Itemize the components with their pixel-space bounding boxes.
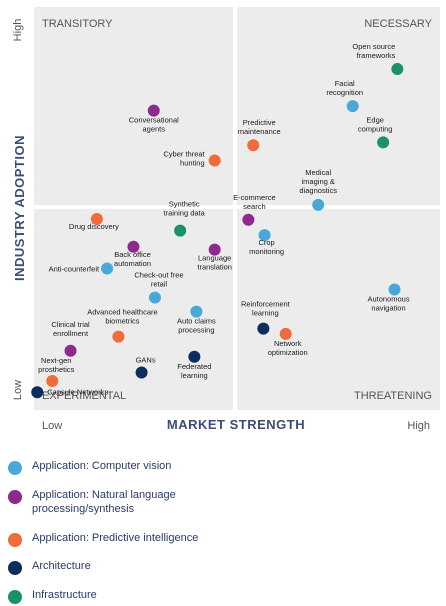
point-auto-claims-processing (190, 305, 203, 318)
point-label-advanced-healthcare-biometrics: Advanced healthcare biometrics (87, 308, 157, 326)
point-crop-monitoring (258, 229, 271, 242)
legend-swatch-arch (8, 561, 22, 575)
point-label-autonomous-navigation: Autonomous navigation (367, 295, 409, 313)
point-label-drug-discovery: Drug discovery (69, 222, 119, 231)
point-label-facial-recognition: Facial recognition (326, 79, 363, 97)
legend-item-cv: Application: Computer vision (8, 459, 171, 475)
point-label-back-office-automation: Back office automation (114, 250, 151, 268)
point-facial-recognition (346, 100, 359, 113)
point-cyber-threat-hunting (208, 154, 221, 167)
point-check-out-free-retail (148, 291, 161, 304)
point-label-reinforcement-learning: Reinforcement learning (241, 300, 291, 318)
point-label-auto-claims-processing: Auto claims processing (177, 317, 216, 335)
legend-swatch-nlp (8, 490, 22, 504)
quadrant-label-transitory: TRANSITORY (42, 18, 113, 30)
legend-label-cv: Application: Computer vision (32, 460, 172, 472)
point-label-conversational-agents: Conversational agents (129, 116, 179, 134)
legend-item-arch: Architecture (8, 559, 91, 575)
x-axis-high-label: High (407, 420, 430, 432)
point-back-office-automation (127, 240, 140, 253)
point-reinforcement-learning (257, 322, 270, 335)
legend-swatch-infra (8, 590, 22, 604)
quadrant-bg-threatening (237, 209, 440, 410)
legend-label-nlp: Application: Natural language processing… (32, 489, 176, 515)
legend-swatch-pi (8, 533, 22, 547)
point-drug-discovery (90, 212, 103, 225)
point-capsule-networks (31, 386, 44, 399)
legend-item-pi: Application: Predictive intelligence (8, 531, 198, 547)
point-label-synthetic-training-data: Synthetic training data (164, 200, 206, 218)
y-axis-high-label: High (12, 19, 24, 42)
point-label-gans: GANs (136, 356, 156, 365)
matrix-chart: TRANSITORY NECESSARY EXPERIMENTAL THREATENI… (12, 7, 440, 432)
point-medical-imaging-diagnostics (312, 198, 325, 211)
point-next-gen-prosthetics (46, 374, 59, 387)
point-edge-computing (377, 136, 390, 149)
y-axis-low-label: Low (12, 380, 24, 400)
point-e-commerce-search (242, 213, 255, 226)
point-gans (135, 366, 148, 379)
point-label-open-source-frameworks: Open source frameworks (352, 42, 395, 60)
point-label-anti-counterfeit: Anti-counterfeit (49, 265, 100, 274)
point-conversational-agents (147, 104, 160, 117)
point-label-medical-imaging-diagnostics: Medical imaging & diagnostics (299, 168, 337, 195)
x-axis-title: MARKET STRENGTH (167, 417, 305, 432)
point-label-check-out-free-retail: Check-out free retail (134, 271, 183, 289)
legend-item-nlp: Application: Natural language processing… (8, 488, 272, 516)
point-clinical-trial-enrollment (64, 344, 77, 357)
legend-label-infra: Infrastructure (32, 589, 97, 601)
point-advanced-healthcare-biometrics (112, 330, 125, 343)
point-open-source-frameworks (391, 63, 404, 76)
point-label-e-commerce-search: E-commerce search (233, 193, 276, 211)
point-label-federated-learning: Federated learning (177, 362, 211, 380)
legend-label-pi: Application: Predictive intelligence (32, 532, 199, 544)
quadrant-label-experimental: EXPERIMENTAL (42, 390, 126, 402)
quadrant-label-necessary: NECESSARY (364, 18, 432, 30)
point-label-clinical-trial-enrollment: Clinical trial enrollment (51, 320, 90, 338)
legend-label-arch: Architecture (32, 560, 91, 572)
quadrant-bg-necessary (237, 7, 440, 205)
point-network-optimization (279, 327, 292, 340)
point-label-crop-monitoring: Crop monitoring (249, 238, 284, 256)
point-label-language-translation: Language translation (197, 254, 232, 272)
point-federated-learning (188, 350, 201, 363)
point-label-capsule-networks: Capsule Networks (47, 387, 108, 396)
point-label-edge-computing: Edge computing (358, 115, 393, 133)
point-autonomous-navigation (388, 283, 401, 296)
point-language-translation (208, 243, 221, 256)
point-label-predictive-maintenance: Predictive maintenance (238, 118, 281, 136)
quadrant-bg-transitory (34, 7, 233, 205)
point-synthetic-training-data (174, 224, 187, 237)
legend-item-infra: Infrastructure (8, 588, 97, 604)
legend-swatch-cv (8, 461, 22, 475)
quadrant-label-threatening: THREATENING (354, 390, 432, 402)
point-predictive-maintenance (247, 139, 260, 152)
point-label-network-optimization: Network optimization (268, 339, 308, 357)
point-label-cyber-threat-hunting: Cyber threat hunting (163, 150, 205, 168)
y-axis-title: INDUSTRY ADOPTION (12, 135, 27, 281)
x-axis-low-label: Low (42, 420, 62, 432)
point-anti-counterfeit (101, 262, 114, 275)
point-label-next-gen-prosthetics: Next-gen prosthetics (38, 356, 75, 374)
